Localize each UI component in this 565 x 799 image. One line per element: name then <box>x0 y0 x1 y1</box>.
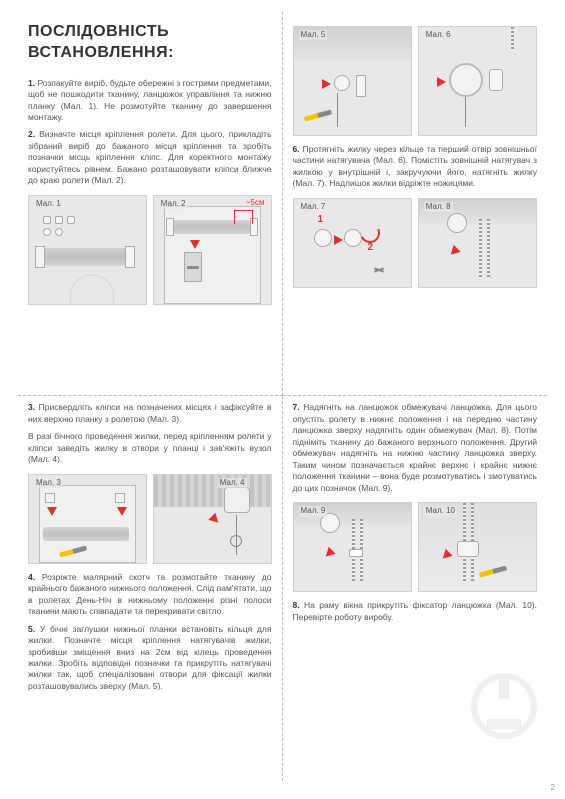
step-5-text: 5. У бічні заглушки нижньої планки встан… <box>28 624 272 693</box>
step-4-body: Розріжте малярний скотч та розмотайте тк… <box>28 572 272 616</box>
step-1-body: Розпакуйте виріб, будьте обережні з гост… <box>28 78 272 122</box>
step-8-text: 8. На раму вікна прикрутіть фіксатор лан… <box>293 600 538 623</box>
step-6-num: 6. <box>293 144 300 154</box>
figure-5: Мал. 5 <box>293 26 412 136</box>
fig-row-5-6: Мал. 5 Мал. 6 <box>293 26 538 136</box>
figure-2-label: Мал. 2 <box>159 199 188 209</box>
figure-6: Мал. 6 <box>418 26 537 136</box>
figure-3-label: Мал. 3 <box>34 478 63 488</box>
figure-6-label: Мал. 6 <box>424 30 453 40</box>
step-3-body: Присвердліть кліпси на позначених місцях… <box>28 402 272 423</box>
step-3b-text: В разі бічного проведення жилки, перед к… <box>28 431 272 465</box>
figure-7-label: Мал. 7 <box>299 202 328 212</box>
figure-9: Мал. 9 <box>293 502 412 592</box>
figure-4: Мал. 4 <box>153 474 272 564</box>
fig-row-3-4: Мал. 3 Мал. 4 <box>28 474 272 564</box>
fig-row-7-8: Мал. 7 1 2 Мал. 8 <box>293 198 538 288</box>
watermark-icon <box>469 671 539 741</box>
step-7-body: Надягніть на ланцюжок обмежувачі ланцюжк… <box>293 402 538 492</box>
step-1-text: 1. Розпакуйте виріб, будьте обережні з г… <box>28 78 272 124</box>
figure-1: Мал. 1 <box>28 195 147 305</box>
figure-4-label: Мал. 4 <box>218 478 247 488</box>
step-4-text: 4. Розріжте малярний скотч та розмотайте… <box>28 572 272 618</box>
quadrant-bottom-left: 3. Присвердліть кліпси на позначених міс… <box>18 396 283 781</box>
figure-7: Мал. 7 1 2 <box>293 198 412 288</box>
figure-3: Мал. 3 <box>28 474 147 564</box>
quadrant-top-right: Мал. 5 Мал. 6 6. Протягніть жилку через … <box>283 12 548 396</box>
page-number: 2 <box>551 783 555 793</box>
quadrant-bottom-right: 7. Надягніть на ланцюжок обмежувачі ланц… <box>283 396 548 781</box>
step-8-num: 8. <box>293 600 300 610</box>
step-3-text: 3. Присвердліть кліпси на позначених міс… <box>28 402 272 425</box>
figure-2: Мал. 2 ~5см <box>153 195 272 305</box>
figure-10: Мал. 10 <box>418 502 537 592</box>
figure-1-label: Мал. 1 <box>34 199 63 209</box>
step-7-num: 7. <box>293 402 300 412</box>
step-5-body: У бічні заглушки нижньої планки встанові… <box>28 624 272 691</box>
step-7-text: 7. Надягніть на ланцюжок обмежувачі ланц… <box>293 402 538 494</box>
step-6-body: Протягніть жилку через кільце та перший … <box>293 144 538 188</box>
step-2-body: Визначте місця кріплення ролети. Для цьо… <box>28 129 272 185</box>
quadrant-top-left: ПОСЛІДОВНІСТЬ ВСТАНОВЛЕННЯ: 1. Розпакуйт… <box>18 12 283 396</box>
figure-5-label: Мал. 5 <box>299 30 328 40</box>
fig-row-9-10: Мал. 9 Мал. 10 <box>293 502 538 592</box>
figure-8-label: Мал. 8 <box>424 202 453 212</box>
step-2-text: 2. Визначте місця кріплення ролети. Для … <box>28 129 272 186</box>
page-title: ПОСЛІДОВНІСТЬ ВСТАНОВЛЕННЯ: <box>28 22 272 64</box>
fig-row-1-2: Мал. 1 Мал. 2 ~5см <box>28 195 272 305</box>
figure-9-label: Мал. 9 <box>299 506 328 516</box>
step-6-text: 6. Протягніть жилку через кільце та перш… <box>293 144 538 190</box>
figure-10-label: Мал. 10 <box>424 506 457 516</box>
step-8-body: На раму вікна прикрутіть фіксатор ланцюж… <box>293 600 538 621</box>
figure-8: Мал. 8 <box>418 198 537 288</box>
